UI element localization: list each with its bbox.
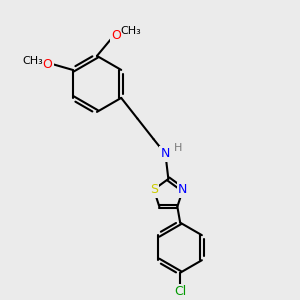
Text: CH₃: CH₃: [22, 56, 43, 66]
Text: N: N: [161, 147, 170, 161]
Text: Cl: Cl: [174, 284, 186, 298]
Text: O: O: [43, 58, 52, 70]
Text: H: H: [174, 143, 182, 153]
Text: CH₃: CH₃: [121, 26, 141, 36]
Text: S: S: [150, 183, 158, 196]
Text: O: O: [111, 29, 121, 42]
Text: N: N: [178, 183, 188, 196]
